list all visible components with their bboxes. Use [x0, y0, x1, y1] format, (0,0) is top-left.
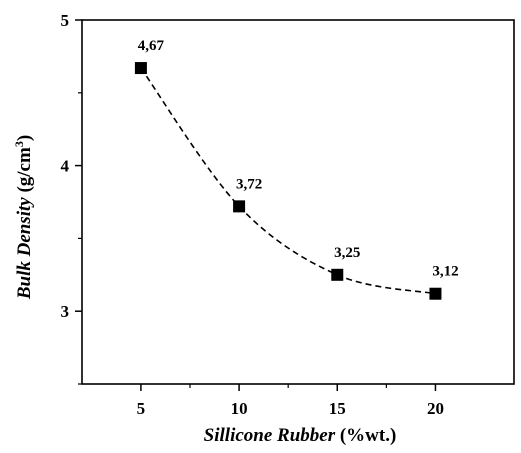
x-tick-label: 5: [137, 399, 146, 418]
plot-frame: [81, 19, 515, 385]
x-axis-ticks: 5 10 15 20: [137, 384, 444, 418]
data-markers: [134, 62, 442, 300]
y-tick-label: 4: [61, 157, 70, 176]
y-axis-ticks: 3 4 5: [61, 11, 82, 385]
x-tick-label: 10: [231, 399, 248, 418]
y-axis-title: Bulk Density (g/cm3): [12, 135, 35, 300]
y-tick-label: 5: [61, 11, 70, 30]
data-point: [331, 268, 344, 281]
series-line: [140, 67, 436, 295]
data-labels: 4,67 3,72 3,25 3,12: [138, 38, 459, 280]
data-point: [134, 62, 147, 75]
x-axis-title: Sillicone Rubber (%wt.): [204, 425, 397, 446]
y-tick-label: 3: [61, 302, 70, 321]
x-tick-label: 15: [329, 399, 346, 418]
plot-border: [81, 19, 515, 385]
data-label: 4,67: [138, 38, 165, 54]
data-point: [429, 287, 442, 300]
data-label: 3,12: [432, 264, 458, 280]
data-label: 3,72: [236, 176, 262, 192]
x-tick-label: 20: [427, 399, 444, 418]
data-point: [233, 200, 246, 213]
data-label: 3,25: [334, 245, 360, 261]
